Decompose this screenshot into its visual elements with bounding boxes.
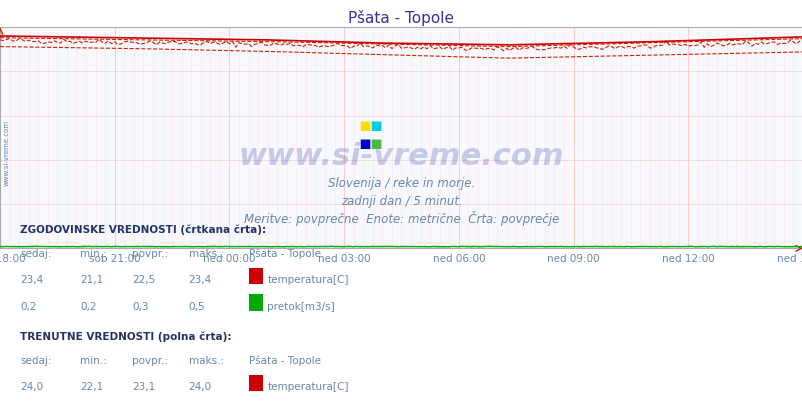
- Text: 23,4: 23,4: [188, 275, 212, 285]
- Text: Meritve: povprečne  Enote: metrične  Črta: povprečje: Meritve: povprečne Enote: metrične Črta:…: [244, 211, 558, 225]
- Text: Slovenija / reke in morje.: Slovenija / reke in morje.: [327, 176, 475, 189]
- Text: temperatura[C]: temperatura[C]: [267, 275, 348, 285]
- Text: temperatura[C]: temperatura[C]: [267, 381, 348, 391]
- Text: 23,4: 23,4: [20, 275, 43, 285]
- Text: ▪: ▪: [358, 134, 371, 152]
- Text: min.:: min.:: [80, 355, 107, 365]
- Text: zadnji dan / 5 minut.: zadnji dan / 5 minut.: [340, 194, 462, 207]
- Text: povpr.:: povpr.:: [132, 355, 168, 365]
- Text: pretok[m3/s]: pretok[m3/s]: [267, 301, 334, 311]
- Text: 22,1: 22,1: [80, 381, 103, 391]
- Text: sedaj:: sedaj:: [20, 355, 51, 365]
- Text: www.si-vreme.com: www.si-vreme.com: [238, 142, 564, 170]
- Text: min.:: min.:: [80, 249, 107, 259]
- Text: 23,1: 23,1: [132, 381, 156, 391]
- Text: 21,1: 21,1: [80, 275, 103, 285]
- Text: sedaj:: sedaj:: [20, 249, 51, 259]
- Text: maks.:: maks.:: [188, 355, 224, 365]
- Text: maks.:: maks.:: [188, 249, 224, 259]
- Text: 0,2: 0,2: [80, 301, 97, 311]
- Text: ▪: ▪: [369, 134, 382, 152]
- Text: 0,5: 0,5: [188, 301, 205, 311]
- Text: Pšata - Topole: Pšata - Topole: [249, 248, 321, 259]
- Text: ▪: ▪: [358, 116, 371, 135]
- Text: povpr.:: povpr.:: [132, 249, 168, 259]
- Title: Pšata - Topole: Pšata - Topole: [348, 10, 454, 26]
- Text: www.si-vreme.com: www.si-vreme.com: [3, 119, 10, 185]
- Text: Pšata - Topole: Pšata - Topole: [249, 354, 321, 365]
- Text: TRENUTNE VREDNOSTI (polna črta):: TRENUTNE VREDNOSTI (polna črta):: [20, 330, 231, 341]
- Text: 0,2: 0,2: [20, 301, 37, 311]
- Text: 22,5: 22,5: [132, 275, 156, 285]
- Text: ▪: ▪: [369, 116, 382, 135]
- Text: ZGODOVINSKE VREDNOSTI (črtkana črta):: ZGODOVINSKE VREDNOSTI (črtkana črta):: [20, 224, 266, 235]
- Text: 24,0: 24,0: [20, 381, 43, 391]
- Text: 0,3: 0,3: [132, 301, 149, 311]
- Text: 24,0: 24,0: [188, 381, 212, 391]
